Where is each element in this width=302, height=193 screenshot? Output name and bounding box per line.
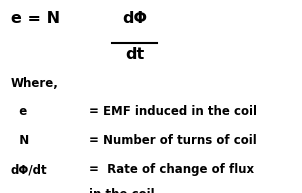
Text: = EMF induced in the coil: = EMF induced in the coil bbox=[89, 105, 257, 118]
Text: dΦ: dΦ bbox=[122, 11, 147, 26]
Text: dΦ/dt: dΦ/dt bbox=[11, 163, 47, 176]
Text: =  Rate of change of flux: = Rate of change of flux bbox=[89, 163, 254, 176]
Text: e: e bbox=[11, 105, 27, 118]
Text: = Number of turns of coil: = Number of turns of coil bbox=[89, 134, 257, 147]
Text: e = N: e = N bbox=[11, 11, 60, 26]
Text: Where,: Where, bbox=[11, 77, 59, 90]
Text: in the coil: in the coil bbox=[89, 188, 155, 193]
Text: N: N bbox=[11, 134, 29, 147]
Text: dt: dt bbox=[125, 47, 144, 62]
